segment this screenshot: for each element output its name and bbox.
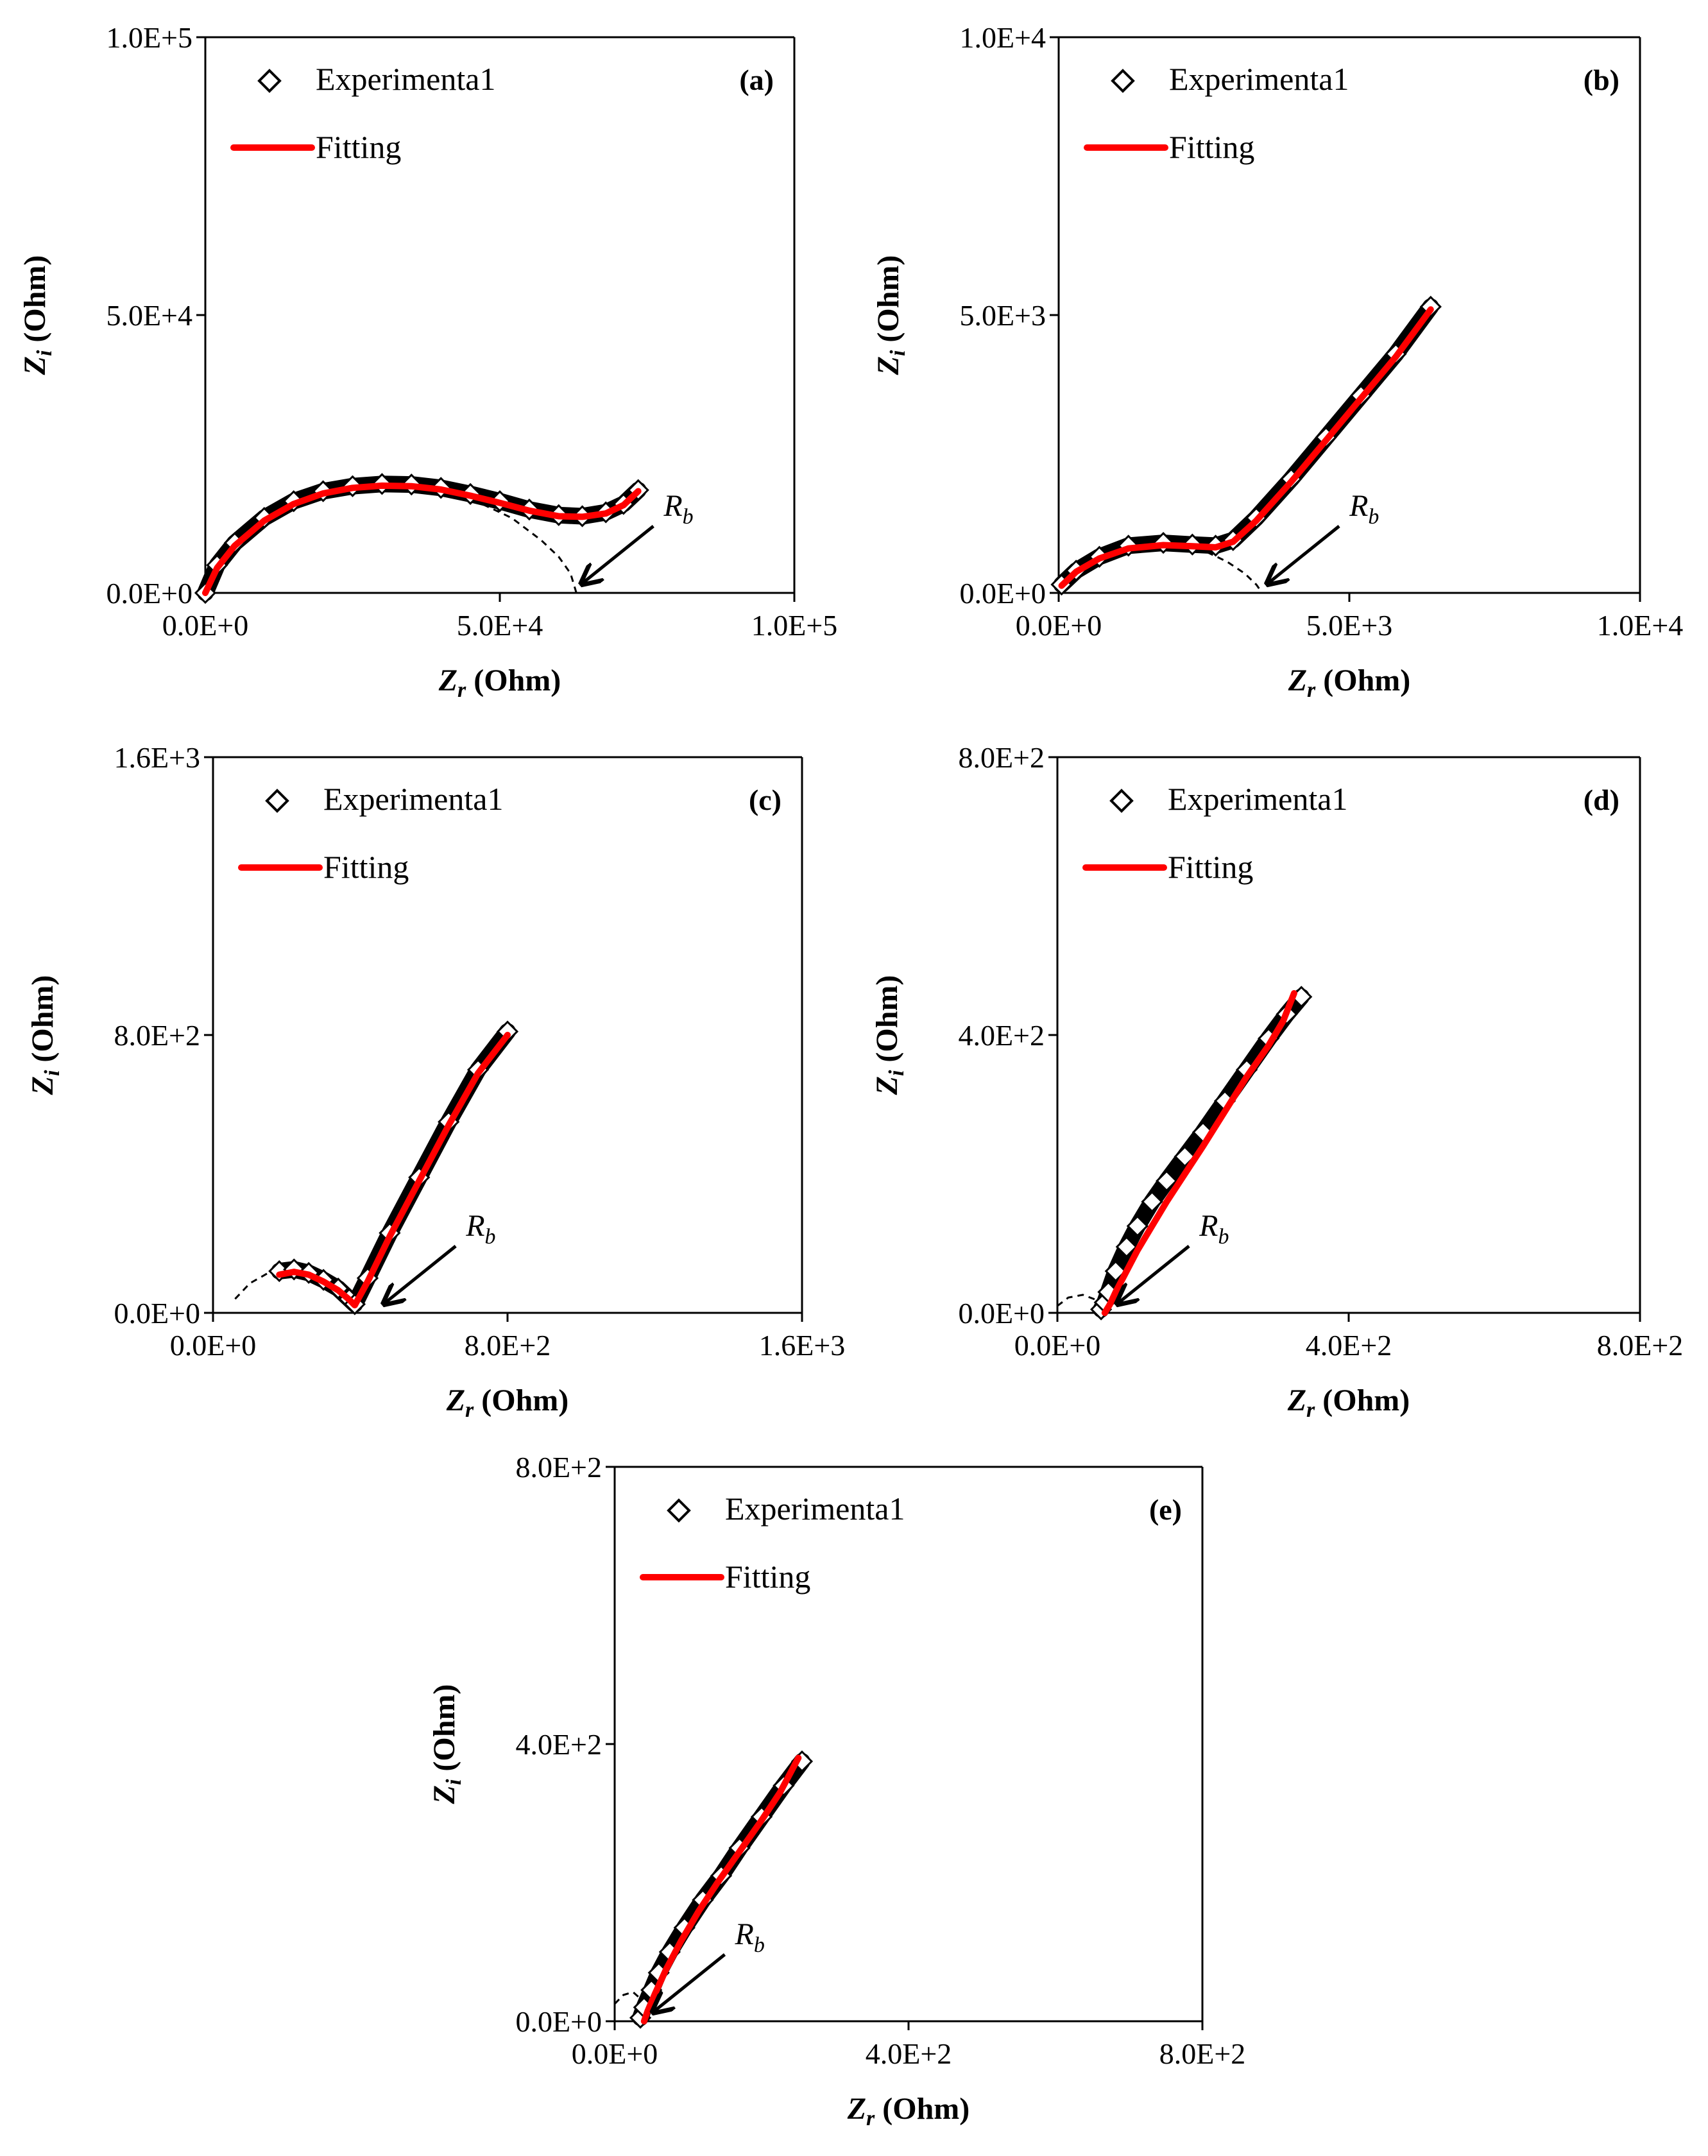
y-tick-label: 1.6E+3 <box>114 741 200 774</box>
x-tick-label: 5.0E+4 <box>457 609 543 642</box>
rb-label: Rb <box>735 1917 765 1957</box>
x-tick-label: 1.0E+5 <box>751 609 838 642</box>
x-tick-label: 4.0E+2 <box>866 2037 952 2070</box>
rb-label: Rb <box>1349 489 1379 529</box>
x-tick-label: 5.0E+3 <box>1306 609 1393 642</box>
x-axis-label: Zr (Ohm) <box>438 663 561 702</box>
series-fitting-line <box>276 1032 511 1309</box>
rb-label: Rb <box>663 489 693 529</box>
legend-diamond-marker <box>265 789 289 813</box>
legend-label-experimental: Experimenta1 <box>1169 61 1349 97</box>
legend-diamond-marker <box>1109 789 1134 813</box>
panel-b: 0.0E+0 5.0E+3 1.0E+4 0.0E+0 5.0E+3 1.0E+4 Zr (… <box>871 21 1683 702</box>
legend-label-fitting: Fitting <box>316 129 401 165</box>
legend-label-experimental: Experimenta1 <box>725 1491 905 1527</box>
legend-diamond-marker <box>667 1498 691 1523</box>
rb-label: Rb <box>1199 1209 1229 1249</box>
x-tick-label: 0.0E+0 <box>1016 609 1102 642</box>
rb-arrow <box>1117 1245 1190 1304</box>
x-tick-label: 1.6E+3 <box>759 1329 846 1362</box>
x-tick-label: 0.0E+0 <box>1014 1329 1101 1362</box>
x-axis-label: Zr (Ohm) <box>1287 1383 1410 1422</box>
y-tick-label: 0.0E+0 <box>106 577 192 610</box>
y-tick-label: 0.0E+0 <box>515 2005 602 2038</box>
legend-label-experimental: Experimenta1 <box>323 781 503 817</box>
rb-arrow <box>384 1245 457 1304</box>
series-experimental-band <box>1053 298 1439 593</box>
x-axis-label: Zr (Ohm) <box>847 2092 970 2130</box>
experimental-point <box>1126 1215 1149 1237</box>
panel-label: (e) <box>1149 1493 1182 1526</box>
y-axis-label: Zi (Ohm) <box>26 975 64 1096</box>
x-tick-label: 8.0E+2 <box>1597 1329 1684 1362</box>
panel-label: (d) <box>1584 783 1619 816</box>
x-tick-label: 0.0E+0 <box>170 1329 257 1362</box>
y-axis-label: Zi (Ohm) <box>871 255 910 376</box>
legend-label-fitting: Fitting <box>725 1559 810 1595</box>
y-tick-label: 8.0E+2 <box>114 1019 200 1052</box>
y-tick-label: 4.0E+2 <box>515 1728 602 1761</box>
x-tick-label: 1.0E+4 <box>1597 609 1684 642</box>
panel-label: (a) <box>739 64 774 96</box>
experimental-point <box>1115 1236 1138 1258</box>
series-fitting-line <box>1058 306 1434 589</box>
legend-diamond-marker <box>257 69 282 93</box>
y-tick-label: 4.0E+2 <box>958 1019 1045 1052</box>
x-tick-label: 8.0E+2 <box>1159 2037 1246 2070</box>
rb-label: Rb <box>465 1209 495 1249</box>
legend-label-fitting: Fitting <box>323 849 409 885</box>
y-tick-label: 1.0E+4 <box>959 21 1046 54</box>
y-tick-label: 5.0E+4 <box>106 299 192 332</box>
x-tick-label: 4.0E+2 <box>1306 1329 1392 1362</box>
y-tick-label: 8.0E+2 <box>958 741 1045 774</box>
y-tick-label: 0.0E+0 <box>959 577 1046 610</box>
series-fitting-line <box>202 482 642 596</box>
x-axis-label: Zr (Ohm) <box>1288 663 1411 702</box>
panel-label: (c) <box>749 783 781 816</box>
legend-label-experimental: Experimenta1 <box>316 61 495 97</box>
series-experimental-band <box>197 475 647 601</box>
panel-a: 0.0E+0 5.0E+4 1.0E+5 0.0E+0 5.0E+4 1.0E+5 Zr (… <box>18 21 837 702</box>
panel-d: 0.0E+0 4.0E+2 8.0E+2 0.0E+0 4.0E+2 8.0E+2 Zr (… <box>870 741 1683 1422</box>
y-tick-label: 5.0E+3 <box>959 299 1046 332</box>
legend-label-experimental: Experimenta1 <box>1168 781 1347 817</box>
experimental-point <box>1156 1170 1178 1192</box>
x-tick-label: 0.0E+0 <box>572 2037 658 2070</box>
panel-c: 0.0E+0 8.0E+2 1.6E+3 0.0E+0 8.0E+2 1.6E+3 Zr (… <box>26 741 845 1422</box>
x-axis-label: Zr (Ohm) <box>446 1383 569 1422</box>
y-axis-label: Zi (Ohm) <box>18 255 56 376</box>
legend-label-fitting: Fitting <box>1169 129 1254 165</box>
y-tick-label: 8.0E+2 <box>515 1451 602 1484</box>
y-tick-label: 0.0E+0 <box>114 1297 200 1330</box>
rb-arrow <box>1267 525 1340 584</box>
rb-arrow <box>653 1953 726 2012</box>
legend-label-fitting: Fitting <box>1168 849 1253 885</box>
y-tick-label: 1.0E+5 <box>106 21 192 54</box>
y-tick-label: 0.0E+0 <box>958 1297 1045 1330</box>
legend-diamond-marker <box>1111 69 1135 93</box>
y-axis-label: Zi (Ohm) <box>427 1684 466 1805</box>
rb-arrow <box>581 525 654 584</box>
panel-e: 0.0E+0 4.0E+2 8.0E+2 0.0E+0 4.0E+2 8.0E+2 Zr (… <box>427 1451 1245 2130</box>
panel-label: (b) <box>1584 64 1619 96</box>
experimental-point <box>1141 1190 1163 1213</box>
x-tick-label: 8.0E+2 <box>465 1329 551 1362</box>
series-fitting-line <box>640 1754 802 2024</box>
x-tick-label: 0.0E+0 <box>162 609 249 642</box>
y-axis-label: Zi (Ohm) <box>870 975 909 1096</box>
experimental-point <box>496 1020 519 1043</box>
experimental-point <box>1174 1145 1196 1168</box>
